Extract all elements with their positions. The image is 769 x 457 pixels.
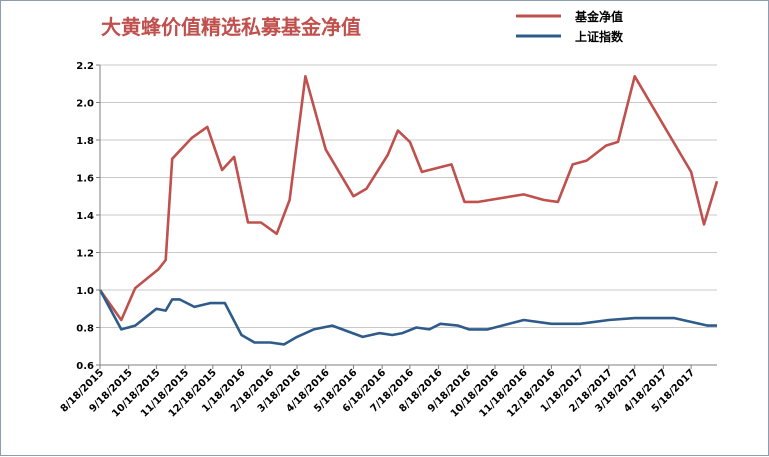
legend: 基金净值 上证指数 (516, 9, 624, 44)
chart-title: 大黄蜂价值精选私募基金净值 (101, 15, 361, 39)
y-tick-label: 1.0 (76, 286, 94, 297)
y-tick-label: 2.2 (76, 61, 94, 72)
series-line-fund (98, 75, 719, 322)
y-tick-label: 1.6 (76, 174, 94, 185)
series-line-index (98, 289, 717, 346)
y-tick-label: 2.0 (76, 99, 94, 110)
legend-label-index: 上证指数 (575, 29, 624, 44)
grid-lines (100, 64, 717, 366)
y-tick-label: 0.8 (76, 324, 94, 335)
y-tick-label: 1.8 (76, 136, 94, 147)
y-tick-label: 1.4 (76, 211, 94, 222)
y-tick-label: 0.6 (76, 361, 94, 372)
y-tick-label: 1.2 (76, 249, 94, 260)
axes: 0.60.81.01.21.41.61.82.02.28/18/20159/18… (59, 61, 717, 420)
legend-label-fund: 基金净值 (574, 9, 623, 24)
series-lines (98, 75, 719, 346)
